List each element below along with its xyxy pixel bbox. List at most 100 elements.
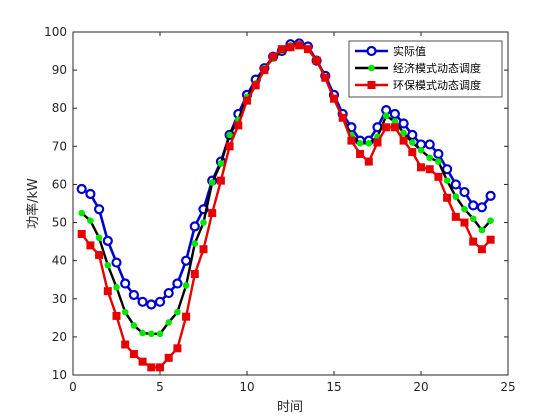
data-point: [391, 118, 399, 125]
data-point: [154, 296, 166, 307]
data-point: [77, 229, 86, 238]
data-point: [148, 330, 155, 338]
data-point: [356, 139, 364, 147]
data-point: [312, 56, 321, 65]
data-point: [85, 188, 96, 200]
data-point: [163, 287, 174, 299]
y-tick-label: 50: [52, 216, 67, 230]
data-point: [425, 165, 434, 174]
data-point: [389, 108, 400, 120]
data-point: [450, 179, 461, 190]
axes-box: [72, 31, 509, 376]
x-axis-title: 时间: [277, 400, 303, 415]
data-point: [226, 131, 233, 139]
data-point: [435, 158, 442, 165]
data-point: [424, 139, 435, 150]
data-point: [173, 344, 182, 353]
data-point: [174, 308, 181, 316]
x-tick-label: 15: [326, 380, 341, 394]
data-point: [426, 154, 434, 162]
data-point: [165, 319, 172, 326]
y-tick-label: 30: [52, 292, 67, 306]
legend-entry-actual: 实际值: [355, 44, 426, 58]
data-point: [269, 52, 278, 61]
data-point: [295, 41, 304, 50]
data-point: [485, 190, 496, 201]
data-point: [86, 241, 95, 250]
data-point: [398, 118, 409, 129]
data-point: [111, 257, 122, 268]
data-point: [433, 148, 444, 160]
data-point: [400, 129, 407, 137]
data-point: [139, 329, 146, 337]
data-point: [200, 219, 207, 226]
data-point: [443, 193, 452, 202]
data-point: [182, 312, 191, 321]
data-point: [216, 176, 225, 185]
data-point: [382, 112, 390, 120]
series-eco-friendly: [77, 41, 495, 372]
data-point: [303, 45, 312, 54]
y-tick-label: 70: [52, 139, 67, 153]
data-point: [137, 296, 148, 307]
data-point: [330, 94, 338, 103]
data-point: [364, 157, 373, 166]
data-point: [138, 357, 147, 366]
data-point: [417, 163, 425, 172]
y-tick-label: 60: [52, 177, 67, 191]
data-point: [121, 340, 130, 349]
data-point: [95, 234, 103, 242]
legend-marker: [366, 45, 377, 57]
data-point: [338, 113, 347, 122]
data-point: [208, 179, 216, 186]
x-tick-label: 0: [69, 380, 77, 394]
data-point: [356, 149, 365, 158]
data-point: [120, 278, 131, 289]
data-point: [459, 186, 470, 198]
data-point: [128, 289, 139, 301]
data-point: [191, 240, 199, 247]
data-point: [390, 123, 399, 132]
data-point: [277, 45, 286, 54]
data-point: [156, 363, 164, 372]
data-point: [113, 284, 120, 291]
x-tick-label: 5: [156, 380, 164, 394]
legend-label: 环保模式动态调度: [393, 78, 481, 92]
y-tick-label: 80: [52, 101, 67, 115]
data-point: [407, 129, 418, 140]
series-layer: [76, 38, 496, 372]
data-point: [417, 146, 425, 154]
y-tick-label: 90: [52, 63, 67, 77]
x-tick-label: 10: [239, 380, 254, 394]
data-point: [460, 218, 469, 227]
data-point: [251, 81, 260, 90]
data-point: [476, 202, 487, 213]
data-point: [260, 66, 269, 75]
data-point: [76, 183, 87, 195]
x-tick-label: 20: [413, 380, 428, 394]
data-point: [104, 261, 112, 269]
data-point: [87, 217, 94, 224]
data-point: [461, 205, 468, 213]
data-point: [103, 287, 112, 296]
data-point: [409, 139, 416, 146]
data-point: [469, 237, 478, 246]
data-point: [189, 221, 200, 232]
data-point: [225, 142, 234, 151]
data-point: [477, 245, 486, 254]
data-point: [487, 217, 494, 224]
legend-entry-economic: 经济模式动态调度: [355, 61, 481, 75]
data-point: [434, 172, 443, 181]
data-point: [452, 193, 460, 200]
data-point: [286, 43, 295, 52]
data-point: [486, 235, 495, 244]
data-point: [129, 350, 138, 359]
data-point: [382, 123, 391, 132]
data-point: [121, 308, 129, 316]
legend-entry-eco-friendly: 环保模式动态调度: [355, 78, 481, 92]
data-point: [399, 136, 408, 145]
data-point: [478, 226, 486, 234]
data-point: [146, 299, 157, 310]
